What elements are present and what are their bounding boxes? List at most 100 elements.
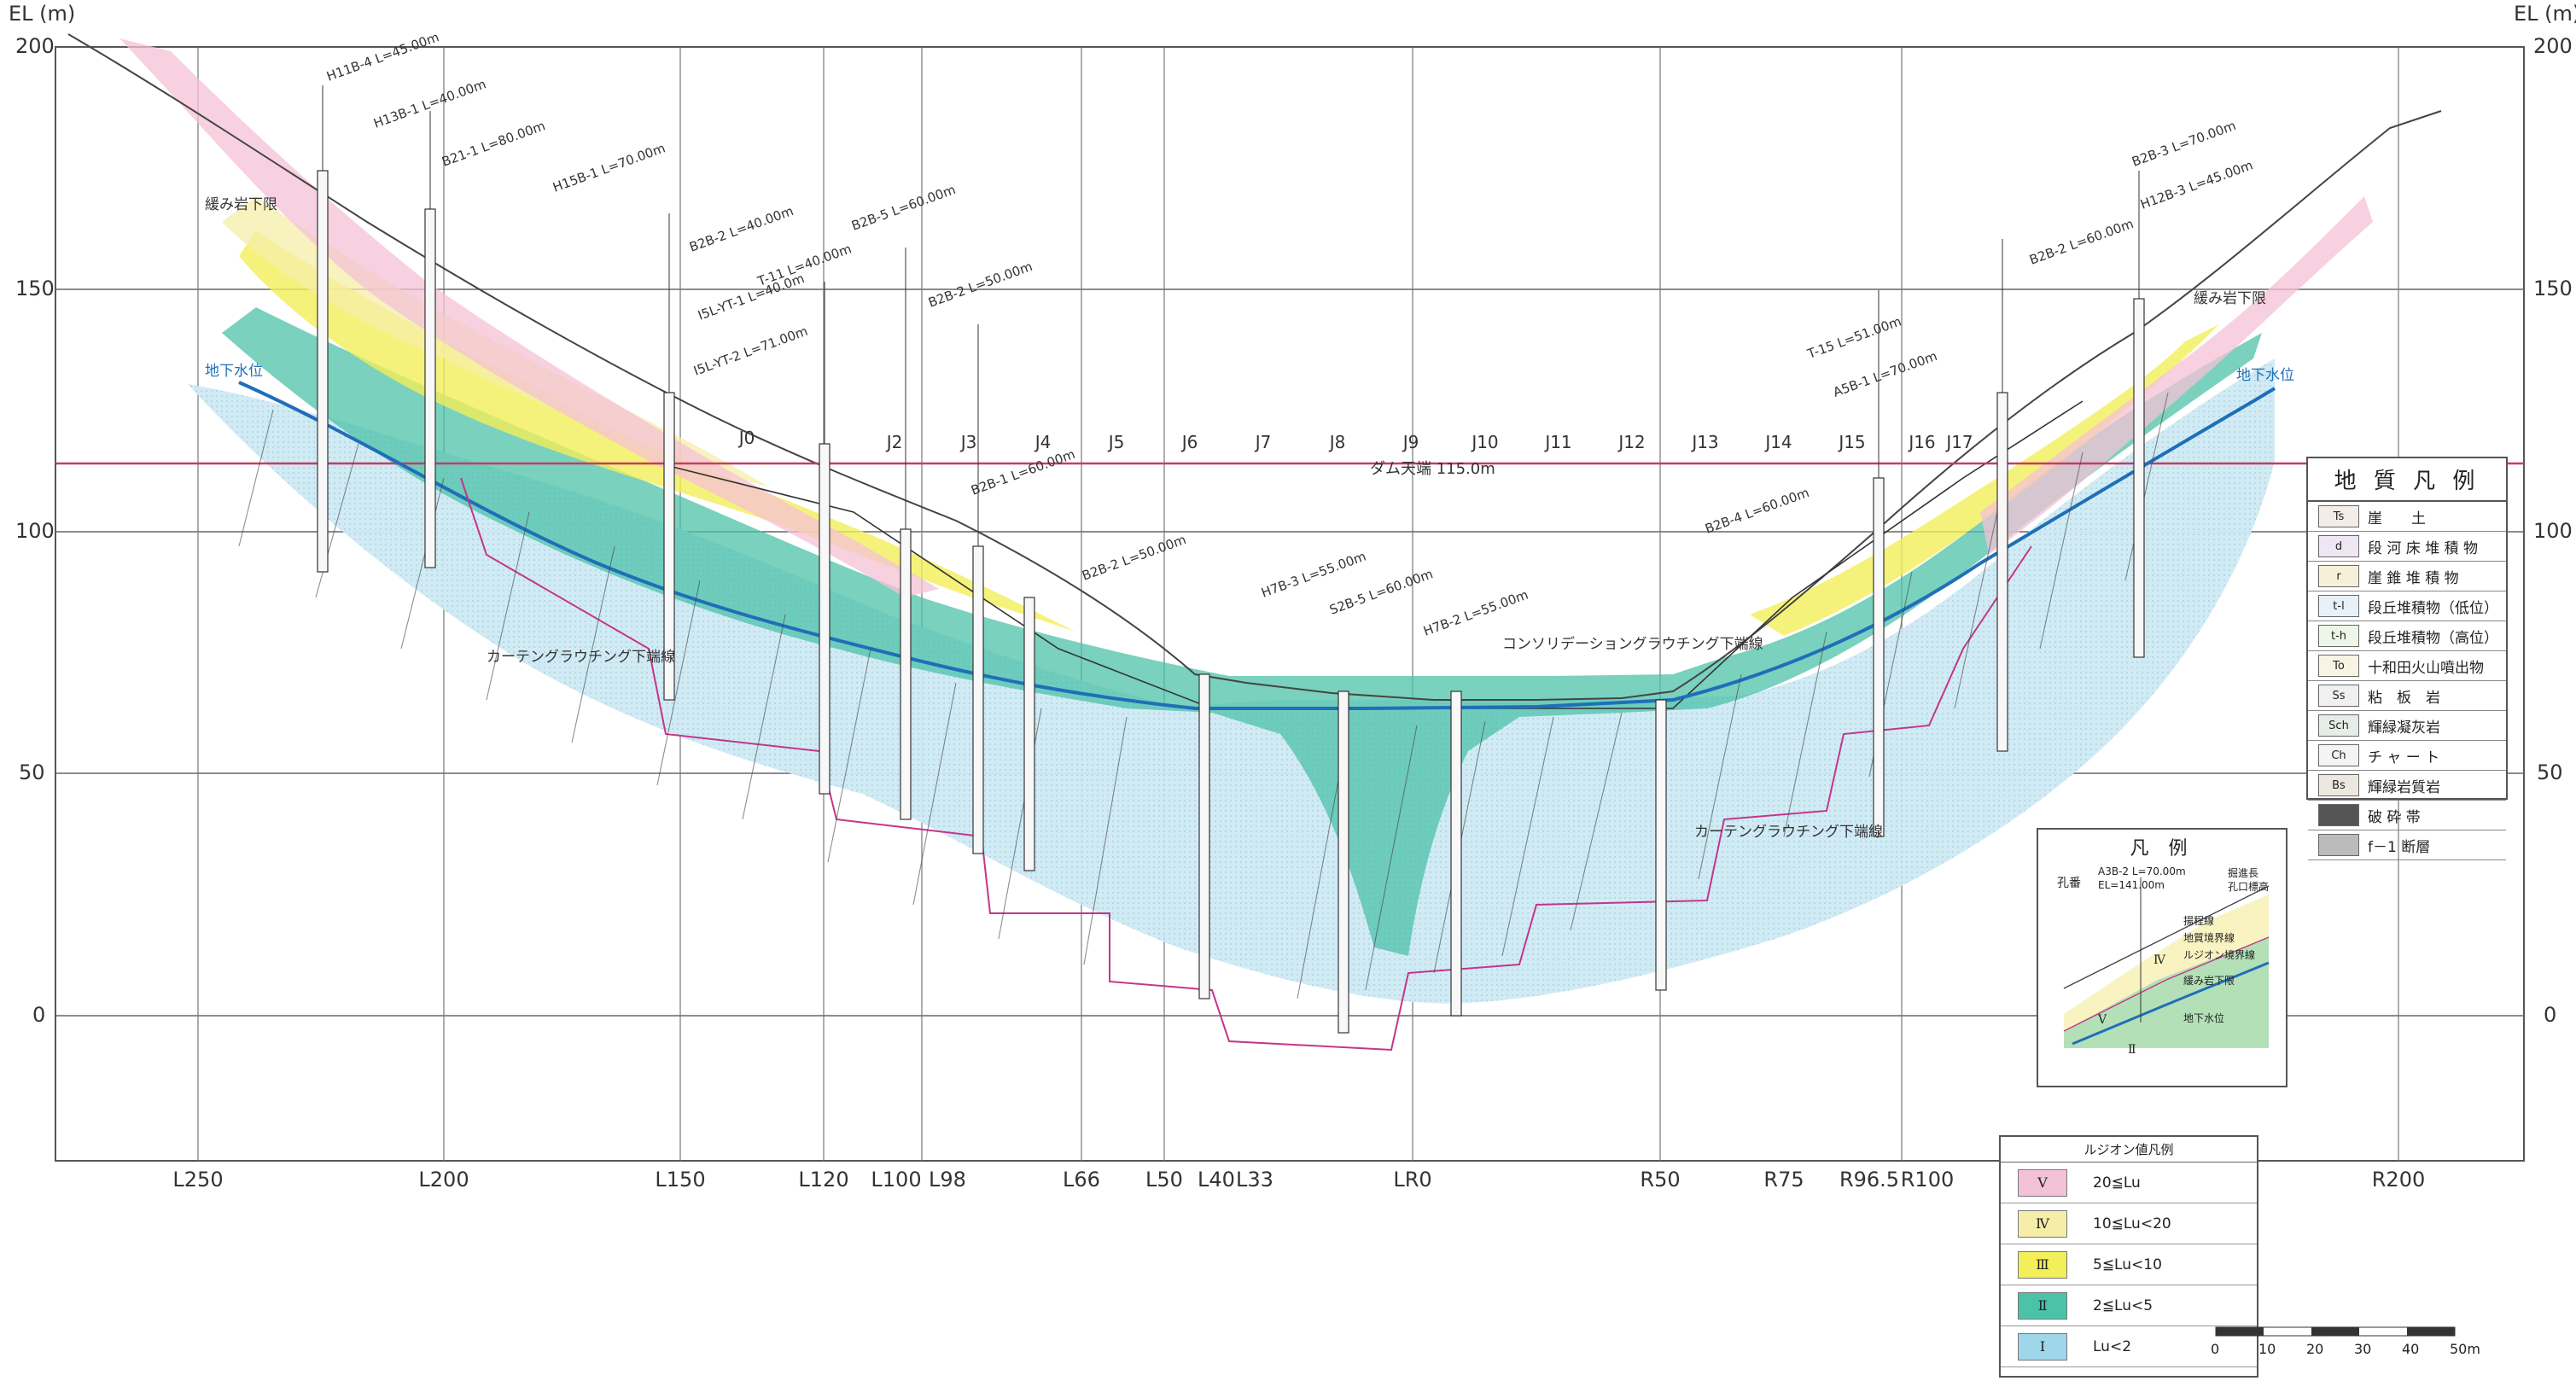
svg-text:150: 150 <box>2533 277 2573 300</box>
scale-label: 50m <box>2450 1341 2480 1357</box>
line-label-3: 緩み岩下限 <box>2183 975 2235 987</box>
svg-text:B2B-3 L=70.00m: B2B-3 L=70.00m <box>2130 118 2238 170</box>
svg-text:J4: J4 <box>1034 432 1052 452</box>
joint-labels: J0 J2 J3 J4 J5 J6 J7 J8 J9 J10 J11 J12 J… <box>737 428 1973 452</box>
geologic-legend-row: 破 砕 帯 <box>2308 801 2506 830</box>
svg-text:200: 200 <box>2533 34 2573 58</box>
scale-label: 0 <box>2211 1341 2220 1357</box>
geologic-legend-swatch: Sch <box>2318 714 2359 737</box>
geologic-legend-swatch: Ss <box>2318 685 2359 707</box>
zone-lu-ii <box>222 307 2262 956</box>
svg-text:B2B-5 L=60.00m: B2B-5 L=60.00m <box>849 182 958 234</box>
lugeon-legend-row: Ⅴ 20≦Lu <box>2001 1162 2257 1203</box>
elev-label: 孔口標高 <box>2228 881 2270 893</box>
lugeon-legend-row: Ⅱ 2≦Lu<5 <box>2001 1285 2257 1326</box>
zone-lu-iii <box>239 230 1075 632</box>
svg-text:L33: L33 <box>1236 1168 1273 1192</box>
zone-lu-v <box>119 38 939 597</box>
svg-text:I5L-YT-2 L=71.00m: I5L-YT-2 L=71.00m <box>691 323 810 379</box>
geologic-legend-label: チ ャ ー ト <box>2368 749 2440 766</box>
axis-unit-left: EL (m) <box>9 2 75 26</box>
svg-text:J12: J12 <box>1617 432 1645 452</box>
lugeon-legend-row: Ⅰ Lu<2 <box>2001 1326 2257 1367</box>
lugeon-label: 2≦Lu<5 <box>2093 1297 2153 1314</box>
svg-text:J7: J7 <box>1254 432 1272 452</box>
svg-text:J8: J8 <box>1328 432 1346 452</box>
geologic-legend-swatch: d <box>2318 535 2359 557</box>
groundwater-left-label: 地下水位 <box>205 363 263 380</box>
lugeon-legend-rows: Ⅴ 20≦Lu Ⅳ 10≦Lu<20 Ⅲ 5≦Lu<10 Ⅱ 2≦Lu<5 Ⅰ Lu<2 <box>2001 1162 2257 1367</box>
numeral-iv: Ⅳ <box>2153 953 2165 967</box>
svg-text:J14: J14 <box>1763 432 1792 452</box>
groundwater-right-label: 地下水位 <box>2236 367 2294 384</box>
length-label: 掘進長 <box>2228 867 2259 879</box>
numeral-v: Ⅴ <box>2098 1013 2107 1027</box>
consolidation-label: コンソリデーショングラウチング下端線 <box>1502 635 1763 653</box>
svg-text:H15B-1 L=70.00m: H15B-1 L=70.00m <box>551 140 667 195</box>
lugeon-swatch: Ⅰ <box>2018 1332 2067 1361</box>
scale-label: 40 <box>2402 1341 2420 1357</box>
svg-text:L250: L250 <box>172 1168 223 1192</box>
svg-text:150: 150 <box>15 277 55 300</box>
lugeon-swatch: Ⅱ <box>2018 1291 2067 1320</box>
geologic-legend-label: 段丘堆積物（低位） <box>2368 599 2498 617</box>
geologic-legend-swatch: To <box>2318 655 2359 677</box>
geologic-legend-row: Ts 崖 土 <box>2308 502 2506 532</box>
lugeon-swatch: Ⅳ <box>2018 1209 2067 1238</box>
geologic-legend-label: 破 砕 帯 <box>2368 808 2421 826</box>
svg-text:L120: L120 <box>798 1168 848 1192</box>
geologic-legend-row: t-h 段丘堆積物（高位） <box>2308 621 2506 651</box>
svg-text:J0: J0 <box>737 428 755 448</box>
sample-legend: 凡 例 孔番 A3B-2 L=70.00m EL=141.00m 掘進長 孔口標… <box>2037 828 2288 1087</box>
scale-bar-graphic <box>2215 1326 2456 1337</box>
line-label-0: 揚程線 <box>2183 915 2215 927</box>
zone-lu-v-right <box>1980 196 2373 555</box>
svg-text:L98: L98 <box>929 1168 966 1192</box>
svg-text:50: 50 <box>19 760 45 784</box>
geologic-legend-swatch: Ch <box>2318 744 2359 766</box>
svg-text:J2: J2 <box>885 432 903 452</box>
svg-text:R100: R100 <box>1901 1168 1954 1192</box>
svg-text:I5L-YT-1 L=40.0m: I5L-YT-1 L=40.0m <box>696 271 807 323</box>
geologic-legend-label: 粘 板 岩 <box>2368 689 2440 707</box>
scale-label: 10 <box>2258 1341 2276 1357</box>
geologic-legend-row: Ss 粘 板 岩 <box>2308 681 2506 711</box>
svg-text:H12B-3 L=45.00m: H12B-3 L=45.00m <box>2138 157 2255 212</box>
elevation-ticks-left: EL (m) 200 150 100 50 0 <box>9 2 75 1027</box>
svg-text:50: 50 <box>2537 760 2563 784</box>
lugeon-label: 5≦Lu<10 <box>2093 1256 2162 1273</box>
annotations: カーテングラウチング下端線 カーテングラウチング下端線 コンソリデーショングラウ… <box>205 196 2294 841</box>
scale-label: 30 <box>2354 1341 2372 1357</box>
geologic-legend-label: 崖 錐 堆 積 物 <box>2368 569 2459 587</box>
svg-text:B2B-2 L=60.00m: B2B-2 L=60.00m <box>2027 216 2136 268</box>
geologic-legend-label: 輝緑岩質岩 <box>2368 778 2440 796</box>
geologic-legend-swatch: t-h <box>2318 625 2359 647</box>
geologic-legend-swatch <box>2318 834 2359 856</box>
lugeon-label: Lu<2 <box>2093 1337 2132 1355</box>
hole-no-label: 孔番 <box>2057 877 2081 890</box>
lugeon-swatch: Ⅲ <box>2018 1250 2067 1279</box>
lugeon-legend-title: ルジオン値凡例 <box>2001 1137 2257 1162</box>
svg-text:L150: L150 <box>655 1168 705 1192</box>
svg-text:200: 200 <box>15 34 55 58</box>
svg-text:LR0: LR0 <box>1393 1168 1431 1192</box>
svg-text:L100: L100 <box>871 1168 921 1192</box>
svg-text:100: 100 <box>2533 519 2573 543</box>
lugeon-label: 20≦Lu <box>2093 1174 2141 1192</box>
svg-text:B21-1 L=80.00m: B21-1 L=80.00m <box>440 118 547 170</box>
geologic-legend-row: t-l 段丘堆積物（低位） <box>2308 591 2506 621</box>
svg-text:100: 100 <box>15 519 55 543</box>
svg-text:0: 0 <box>2544 1003 2556 1027</box>
geologic-legend-swatch: Ts <box>2318 505 2359 527</box>
geologic-legend-label: 段 河 床 堆 積 物 <box>2368 539 2479 557</box>
geologic-legend-row: Bs 輝緑岩質岩 <box>2308 771 2506 801</box>
zone-lu-i <box>188 358 2275 1004</box>
svg-text:L40: L40 <box>1198 1168 1235 1192</box>
svg-text:R200: R200 <box>2372 1168 2425 1192</box>
svg-text:R50: R50 <box>1640 1168 1680 1192</box>
